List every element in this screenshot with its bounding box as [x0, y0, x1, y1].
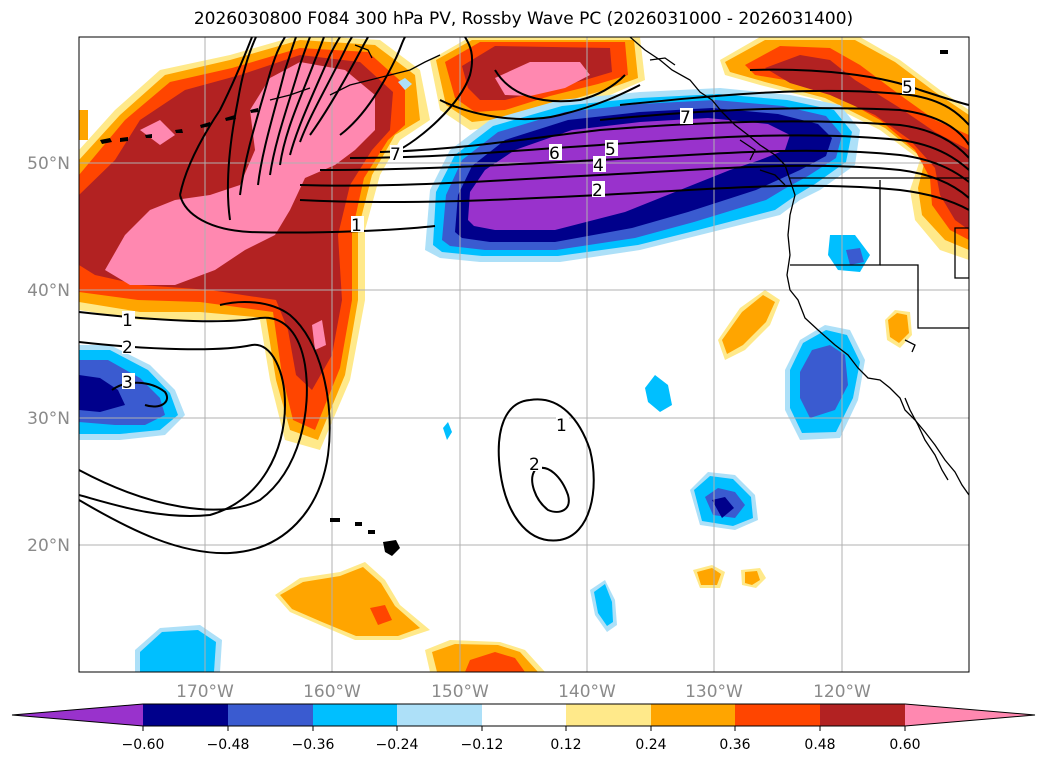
lat-label-20n: 20°N: [27, 536, 70, 556]
islands: [100, 50, 948, 556]
contour-label-4: 4: [593, 156, 604, 176]
colorbar-bin-pos024-036: [651, 704, 735, 726]
lat-label-40n: 40°N: [27, 281, 70, 301]
lat-label-30n: 30°N: [27, 409, 70, 429]
pc-contours: [79, 37, 969, 555]
colorbar-tick-label: 0.12: [550, 737, 582, 753]
map-frame: [78, 36, 970, 673]
colorbar-tick-label: −0.36: [291, 737, 335, 753]
colorbar-tick-label: 0.24: [635, 737, 667, 753]
contour-label-2-south: 2: [529, 455, 540, 475]
colorbar-tick-label: 0.60: [889, 737, 921, 753]
contour-label-1-west: 1: [122, 311, 133, 331]
lon-label-130w: 130°W: [685, 682, 743, 702]
lon-label-140w: 140°W: [558, 682, 616, 702]
colorbar-bin-pos012-024: [566, 704, 651, 726]
colorbar-bin-neg060-048: [143, 704, 228, 726]
lon-label-170w: 170°W: [176, 682, 234, 702]
contour-label-3-west: 3: [122, 373, 133, 393]
contour-label-2-west: 2: [122, 338, 133, 358]
colorbar-tick-label: 0.36: [719, 737, 751, 753]
colorbar-extend-low: [12, 704, 143, 726]
contour-label-2-main: 2: [592, 181, 603, 201]
colorbar-tick-label: −0.24: [375, 737, 419, 753]
colorbar-tick-label: −0.48: [206, 737, 250, 753]
colorbar-tick-label: −0.60: [121, 737, 165, 753]
colorbar-tick-label: −0.12: [460, 737, 504, 753]
coastlines: [269, 37, 969, 496]
positive-anomaly-small-cells: [275, 290, 912, 672]
lon-label-120w: 120°W: [813, 682, 871, 702]
lon-label-150w: 150°W: [431, 682, 489, 702]
colorbar-bin-neutral: [482, 704, 566, 726]
colorbar-bin-neg036-024: [313, 704, 397, 726]
positive-anomaly-west: [79, 37, 430, 450]
contour-label-7-west: 7: [390, 145, 401, 165]
colorbar-bin-pos036-048: [735, 704, 820, 726]
colorbar-tick-label: 0.48: [804, 737, 836, 753]
negative-anomaly-southwest: [79, 345, 185, 440]
contour-label-6: 6: [549, 144, 560, 164]
contour-label-5-northeast: 5: [902, 78, 913, 98]
contour-label-1-south: 1: [556, 416, 567, 436]
map-title: 2026030800 F084 300 hPa PV, Rossby Wave …: [193, 9, 854, 29]
contour-label-1-north: 1: [351, 216, 362, 236]
contour-label-7-east: 7: [680, 108, 691, 128]
colorbar-bin-neg048-036: [228, 704, 313, 726]
positive-anomaly-north-central: [79, 37, 645, 140]
contour-label-5-main: 5: [605, 140, 616, 160]
lat-label-50n: 50°N: [27, 154, 70, 174]
colorbar-bin-neg024-012: [397, 704, 482, 726]
negative-anomaly-small-cells: [135, 78, 758, 672]
lon-label-160w: 160°W: [303, 682, 361, 702]
colorbar: [11, 703, 1036, 731]
colorbar-bin-pos048-060: [820, 704, 905, 726]
colorbar-extend-high: [905, 704, 1035, 726]
